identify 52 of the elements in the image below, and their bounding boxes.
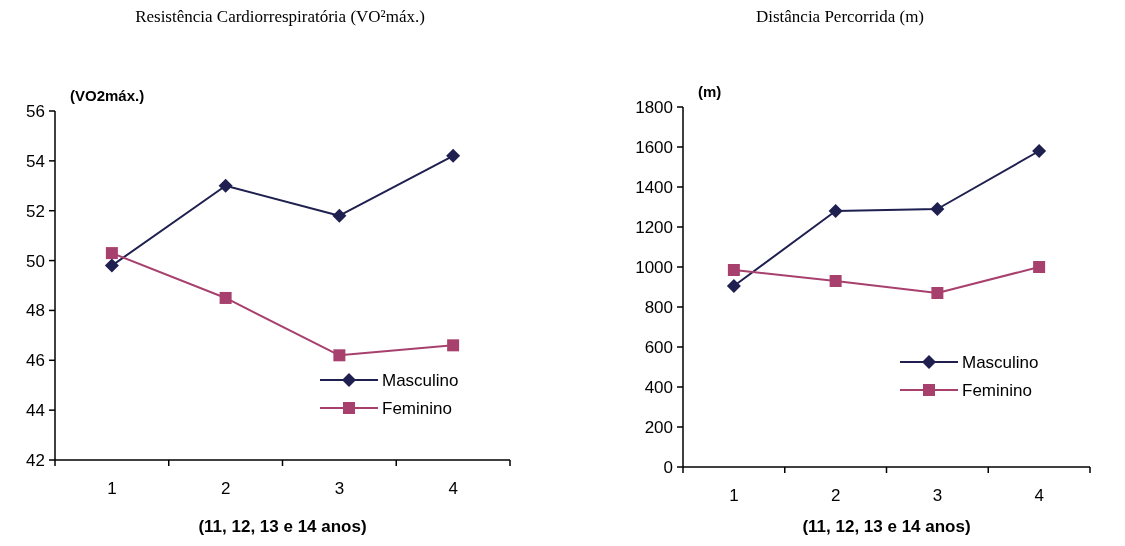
y-axis-title: (VO2máx.) (70, 87, 145, 104)
point (727, 264, 740, 276)
point (931, 287, 944, 299)
y-tick-label: 1000 (635, 257, 673, 277)
x-tick-label: 4 (1034, 486, 1044, 505)
point (218, 178, 233, 193)
y-tick-label: 54 (26, 151, 45, 171)
point (332, 208, 347, 223)
point (447, 339, 460, 352)
y-tick-label: 56 (26, 101, 45, 121)
x-tick-label: 3 (334, 479, 345, 498)
legend-label: Feminino (962, 380, 1032, 400)
point (219, 291, 232, 304)
point (930, 202, 945, 216)
x-tick-label: 1 (729, 486, 739, 505)
point (829, 275, 842, 287)
y-tick-label: 600 (644, 337, 673, 357)
chart-title: Distância Percorrida (m) (755, 7, 925, 26)
x-tick-label: 2 (220, 479, 231, 498)
y-tick-label: 1200 (635, 217, 673, 237)
y-tick-label: 46 (26, 351, 45, 371)
x-axis-title: (11, 12, 13 e 14 anos) (802, 517, 971, 536)
point (446, 148, 461, 163)
y-tick-label: 44 (26, 401, 45, 421)
y-tick-label: 400 (644, 377, 673, 397)
x-tick-label: 4 (448, 479, 458, 498)
point (1032, 144, 1047, 158)
y-tick-label: 50 (26, 251, 45, 271)
point (104, 258, 119, 273)
point (828, 204, 843, 218)
x-tick-label: 3 (932, 486, 943, 505)
y-tick-label: 1400 (635, 177, 673, 197)
x-axis-title: (11, 12, 13 e 14 anos) (198, 517, 367, 536)
y-tick-label: 1600 (635, 137, 673, 157)
y-tick-label: 200 (644, 417, 673, 437)
y-tick-label: 42 (26, 450, 45, 470)
y-tick-label: 1800 (635, 97, 673, 117)
y-tick-label: 0 (663, 457, 673, 477)
point (333, 349, 346, 362)
x-tick-label: 1 (107, 479, 117, 498)
chart-title: Resistência Cardiorrespiratória (VO²máx.) (135, 7, 425, 26)
point (105, 247, 118, 260)
point (726, 279, 741, 293)
legend-label: Masculino (382, 370, 459, 390)
legend-label: Masculino (962, 352, 1039, 372)
point (1033, 261, 1046, 273)
y-tick-label: 52 (26, 201, 45, 221)
y-tick-label: 48 (26, 301, 45, 321)
y-axis-title: (m) (698, 83, 722, 100)
x-tick-label: 2 (830, 486, 841, 505)
legend-label: Feminino (382, 398, 452, 418)
y-tick-label: 800 (644, 297, 673, 317)
